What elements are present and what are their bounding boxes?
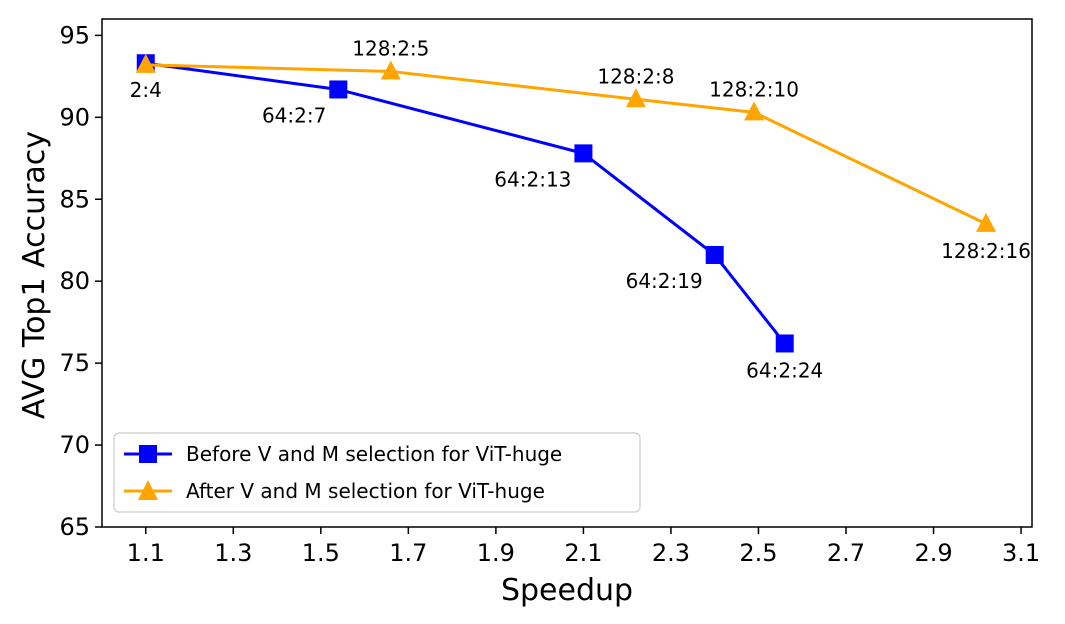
point-label: 64:2:7 <box>262 103 326 127</box>
point-label: 128:2:10 <box>709 77 799 101</box>
x-axis-title: Speedup <box>501 573 633 608</box>
point-label: 128:2:16 <box>941 239 1031 263</box>
series-line-after <box>145 63 987 226</box>
legend-triangle-marker-icon <box>138 480 158 500</box>
point-label: 128:2:8 <box>597 64 674 88</box>
y-tick-label: 85 <box>59 185 90 213</box>
data-point-triangle <box>380 60 401 80</box>
data-point-square <box>574 144 593 163</box>
legend: Before V and M selection for ViT-huge Af… <box>113 432 641 513</box>
data-point-triangle <box>625 88 646 108</box>
x-tick-label: 1.9 <box>477 539 515 567</box>
y-tick-label: 90 <box>59 103 90 131</box>
point-label: 64:2:13 <box>494 167 571 191</box>
y-tick-label: 70 <box>59 431 90 459</box>
x-tick-label: 1.7 <box>389 539 427 567</box>
x-tick-label: 2.9 <box>914 539 952 567</box>
point-label: 128:2:5 <box>352 36 429 60</box>
x-tick-label: 2.3 <box>652 539 690 567</box>
x-tick-label: 3.1 <box>1002 539 1040 567</box>
x-tick-label: 2.7 <box>827 539 865 567</box>
point-label: 2:4 <box>130 78 162 102</box>
point-label: 64:2:19 <box>626 269 703 293</box>
x-tick-label: 1.3 <box>214 539 252 567</box>
y-axis-title: AVG Top1 Accuracy <box>17 131 52 419</box>
legend-square-marker-icon <box>139 445 157 463</box>
series-layer <box>135 53 997 353</box>
legend-label-before: Before V and M selection for ViT-huge <box>186 442 562 466</box>
legend-label-after: After V and M selection for ViT-huge <box>186 479 545 503</box>
x-tick-label: 2.1 <box>564 539 602 567</box>
x-tick-label: 1.5 <box>302 539 340 567</box>
data-point-triangle <box>744 101 765 121</box>
data-point-triangle <box>976 212 997 232</box>
point-label-layer: 2:4 64:2:7 64:2:13 64:2:19 64:2:24 128:2:5 128… <box>130 36 1031 382</box>
data-point-triangle <box>135 53 156 73</box>
y-tick-label: 95 <box>59 21 90 49</box>
x-tick-label: 2.5 <box>739 539 777 567</box>
x-tick-label: 1.1 <box>127 539 165 567</box>
legend-box <box>113 432 641 513</box>
data-point-square <box>705 245 724 264</box>
data-point-square <box>775 334 794 353</box>
y-tick-label: 75 <box>59 349 90 377</box>
plot-frame <box>101 18 1033 528</box>
point-label: 64:2:24 <box>746 358 823 382</box>
axis-layer: 1.1 1.3 1.5 1.7 1.9 2.1 2.3 2.5 2.7 2.9 3.1 65 70 75 8… <box>59 21 1040 567</box>
y-tick-label: 65 <box>59 513 90 541</box>
data-point-square <box>329 80 348 99</box>
y-tick-label: 80 <box>59 267 90 295</box>
